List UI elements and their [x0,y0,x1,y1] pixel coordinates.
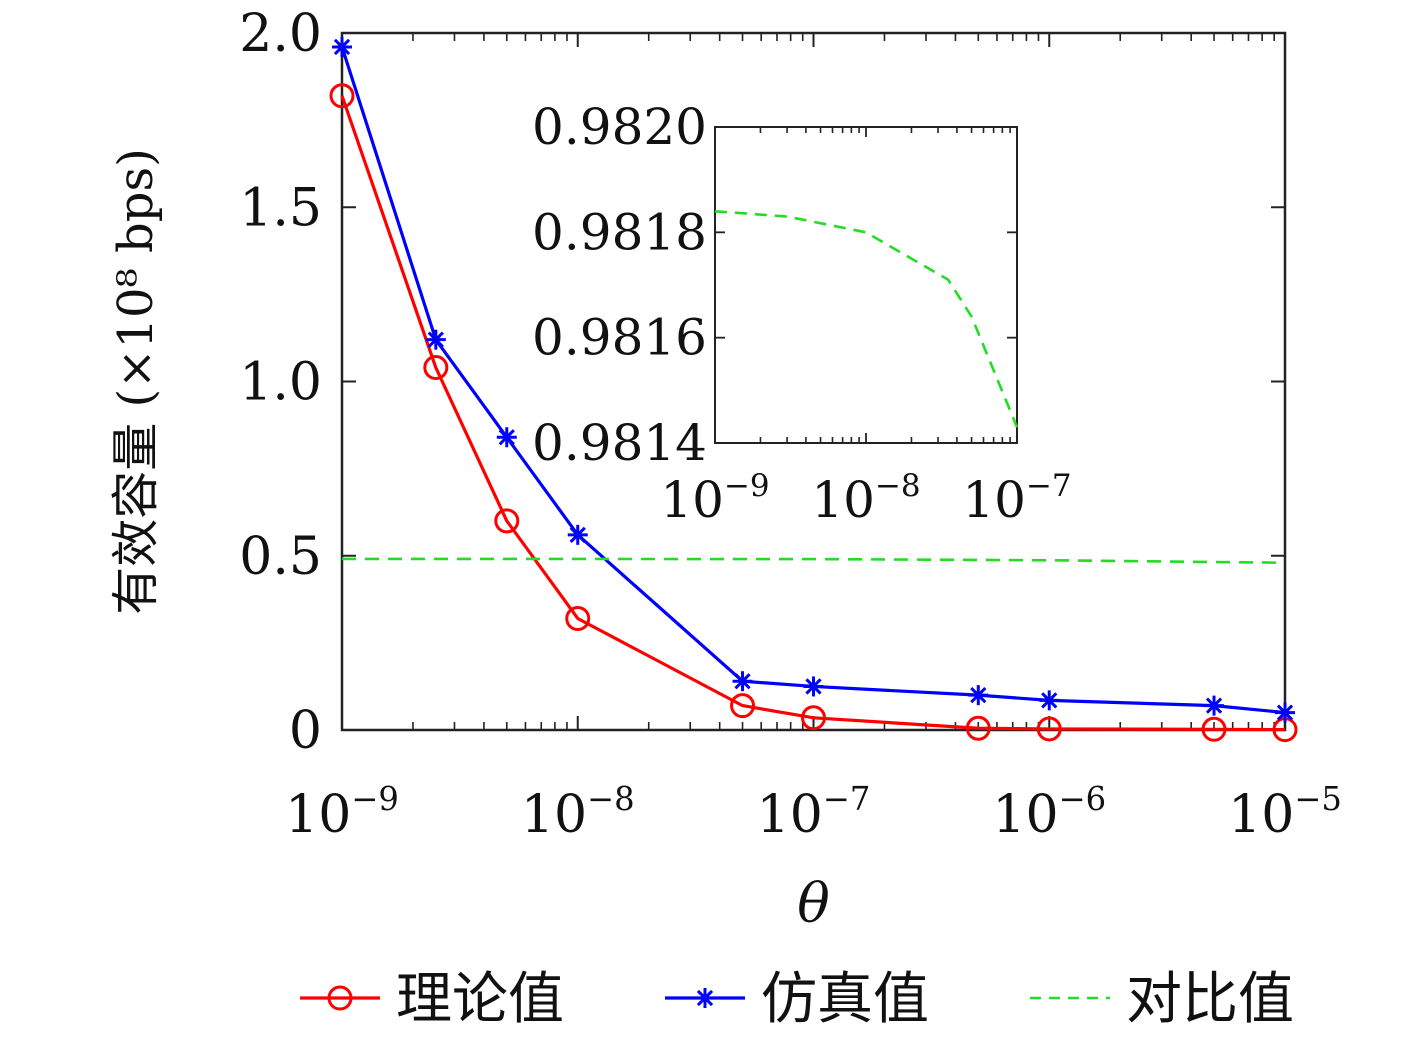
star-marker-stroke [696,989,714,1007]
star-marker-stroke [970,687,987,704]
tick-exponent: −6 [1059,780,1107,818]
tick-base: 10 [660,471,724,529]
circle-marker [1201,716,1227,742]
series-line [340,46,1286,715]
star-marker-stroke [1041,692,1058,709]
tick-base: 10 [285,785,351,845]
tick-base: 10 [962,471,1026,529]
tick-base: 10 [992,785,1058,845]
tick-exponent: −7 [1026,468,1072,504]
star-marker [496,427,517,448]
y-tick-label: 2.0 [239,4,322,64]
tick-exponent: −8 [587,780,635,818]
series-line [341,557,1286,565]
y-axis-label: 有效容量 (×10⁸ bps) [108,148,164,615]
tick-base: 10 [1228,785,1294,845]
x-tick-label: 10−5 [1228,780,1342,845]
inset-y-tick-label: 0.9816 [532,309,707,367]
circle-marker [565,605,591,631]
star-marker-stroke [1205,697,1223,714]
star-marker [332,36,352,57]
inset-x-tick-label: 10−8 [811,468,920,529]
tick-exponent: −5 [1294,780,1342,818]
star-marker [695,988,715,1008]
inset-x-tick-label: 10−7 [962,468,1071,529]
star-marker-stroke [569,526,586,543]
y-tick-label: 1.5 [239,178,322,238]
star-marker [732,671,753,692]
star-marker-stroke [734,673,751,690]
circle-marker [801,705,826,731]
star-marker-stroke [805,678,822,695]
legend-label: 对比值 [1126,967,1294,1032]
circle-marker [423,355,449,381]
tick-base: 10 [811,471,875,529]
circle-marker [730,693,756,719]
circle-marker [965,715,991,741]
tick-exponent: −8 [875,468,921,504]
star-marker [968,685,989,706]
legend: 理论值 仿真值 对比值 [300,967,1294,1032]
y-tick-label: 0 [289,701,322,761]
y-tick-label: 0.5 [239,527,322,587]
star-marker-stroke [1276,704,1294,721]
star-marker [803,676,824,697]
tick-exponent: −9 [724,468,770,504]
star-marker [1275,702,1295,723]
x-tick-label: 10−7 [757,780,871,845]
tick-exponent: −9 [351,780,399,818]
star-marker [425,329,446,350]
inset-x-tick-label: 10−9 [660,468,769,529]
series-line [340,95,1286,732]
circle-marker [494,508,520,534]
inset-y-tick-label: 0.9820 [532,98,707,156]
x-tick-label: 10−8 [521,780,635,845]
star-marker [1204,695,1225,716]
star-marker [1039,690,1060,711]
inset-series-line [714,209,1019,428]
tick-exponent: −7 [823,780,871,818]
legend-label: 仿真值 [761,967,929,1032]
x-tick-label: 10−6 [992,780,1106,845]
circle-marker [1036,716,1062,742]
legend-circle-marker [327,985,353,1011]
circle-marker [329,83,355,109]
x-axis-label: θ [797,872,830,935]
tick-base: 10 [521,785,587,845]
star-marker [567,524,588,545]
plot-frame [714,126,1018,444]
star-marker-stroke [498,429,515,446]
x-tick-label: 10−9 [285,780,399,845]
legend-label: 理论值 [396,967,564,1032]
star-marker-stroke [333,38,351,56]
tick-base: 10 [757,785,823,845]
star-marker-stroke [427,331,444,348]
y-tick-label: 1.0 [239,353,322,413]
inset-y-tick-label: 0.9814 [532,414,707,472]
inset-y-tick-label: 0.9818 [532,203,707,261]
